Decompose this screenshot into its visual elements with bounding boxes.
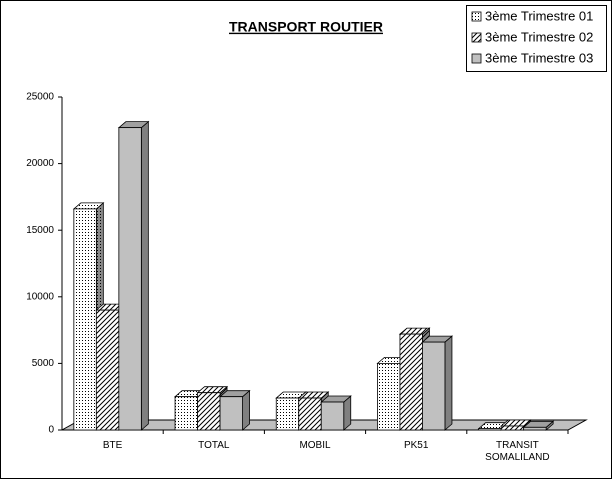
legend-label: 3ème Trimestre 02	[485, 29, 593, 44]
bar	[421, 335, 454, 431]
bar-front	[320, 401, 345, 431]
bar	[117, 120, 150, 431]
y-tick-label: 0	[48, 425, 54, 436]
x-tick-label: PK51	[403, 440, 429, 451]
legend-swatch	[471, 32, 482, 43]
y-tick-label: 10000	[26, 291, 54, 302]
y-tick-label: 5000	[32, 358, 55, 369]
y-tick-label: 25000	[26, 92, 54, 103]
x-tick-label: TRANSIT SOMALILAND	[485, 440, 550, 463]
legend-swatch	[471, 53, 482, 64]
x-tick-label: BTE	[102, 440, 123, 451]
chart-title: TRANSPORT ROUTIER	[229, 19, 383, 35]
bar-front	[399, 333, 423, 431]
y-tick-label: 20000	[26, 158, 54, 169]
legend-label: 3ème Trimestre 01	[485, 8, 593, 23]
bar-front	[118, 127, 142, 431]
bar	[218, 389, 251, 431]
bar	[320, 395, 352, 431]
bar-front	[95, 309, 120, 431]
x-tick-label: MOBIL	[299, 440, 331, 451]
bar-front	[219, 396, 243, 431]
bar-front	[275, 397, 300, 431]
bar-side	[140, 120, 149, 431]
legend	[466, 5, 607, 72]
bar-front	[422, 341, 446, 431]
bar-front	[377, 362, 401, 431]
bar-side	[444, 335, 453, 431]
legend-label: 3ème Trimestre 03	[485, 50, 593, 65]
bar-front	[174, 396, 198, 431]
bar-side	[242, 389, 250, 431]
bar-front	[523, 426, 547, 431]
bar-front	[197, 392, 221, 431]
bar	[522, 420, 555, 431]
bar-front	[298, 397, 322, 431]
bar-front	[73, 208, 97, 431]
x-tick-label: TOTAL	[198, 440, 230, 451]
bar-front	[478, 428, 502, 431]
bar-front	[500, 425, 525, 431]
y-tick-label: 15000	[26, 225, 54, 236]
legend-swatch	[471, 11, 482, 22]
